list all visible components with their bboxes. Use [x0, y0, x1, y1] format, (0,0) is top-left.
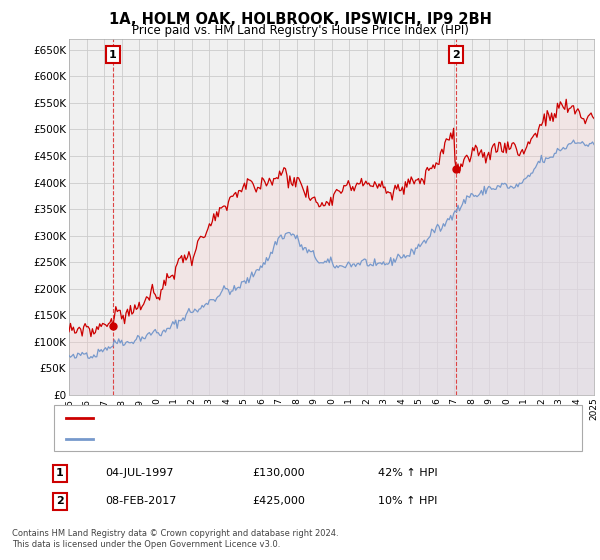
Text: £425,000: £425,000	[252, 496, 305, 506]
Text: Price paid vs. HM Land Registry's House Price Index (HPI): Price paid vs. HM Land Registry's House …	[131, 24, 469, 37]
Text: 42% ↑ HPI: 42% ↑ HPI	[378, 468, 437, 478]
Text: £130,000: £130,000	[252, 468, 305, 478]
Text: 2: 2	[452, 50, 460, 60]
Text: 10% ↑ HPI: 10% ↑ HPI	[378, 496, 437, 506]
Text: HPI: Average price, detached house, Babergh: HPI: Average price, detached house, Babe…	[99, 435, 336, 444]
Text: 2: 2	[56, 496, 64, 506]
Text: 08-FEB-2017: 08-FEB-2017	[105, 496, 176, 506]
Text: 1A, HOLM OAK, HOLBROOK, IPSWICH, IP9 2BH (detached house): 1A, HOLM OAK, HOLBROOK, IPSWICH, IP9 2BH…	[99, 413, 434, 423]
Text: 1: 1	[56, 468, 64, 478]
Text: 1: 1	[109, 50, 116, 60]
Text: Contains HM Land Registry data © Crown copyright and database right 2024.
This d: Contains HM Land Registry data © Crown c…	[12, 529, 338, 549]
Text: 04-JUL-1997: 04-JUL-1997	[105, 468, 173, 478]
Text: 1A, HOLM OAK, HOLBROOK, IPSWICH, IP9 2BH: 1A, HOLM OAK, HOLBROOK, IPSWICH, IP9 2BH	[109, 12, 491, 27]
